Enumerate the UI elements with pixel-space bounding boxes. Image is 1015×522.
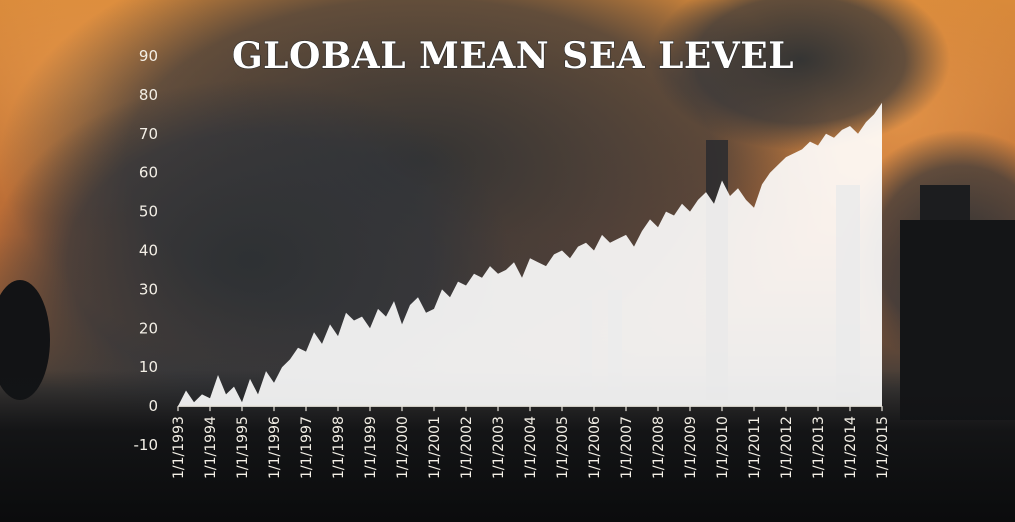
x-axis: 1/1/1993 1/1/1994 1/1/1995 1/1/1996 1/1/1997… <box>171 405 891 479</box>
x-tick-label: 1/1/1998 <box>331 416 347 479</box>
x-tick-label: 1/1/1995 <box>235 416 251 479</box>
plot-area <box>178 102 882 407</box>
y-tick-label: 90 <box>139 47 158 65</box>
x-tick-label: 1/1/2001 <box>427 416 443 479</box>
x-tick-label: 1/1/2002 <box>459 416 475 479</box>
x-tick-label: 1/1/2012 <box>779 416 795 479</box>
x-tick-label: 1/1/2006 <box>587 416 603 479</box>
y-tick-label: 20 <box>139 319 158 337</box>
x-tick-label: 1/1/1999 <box>363 416 379 479</box>
y-axis: -10 0 10 20 30 40 50 60 70 80 90 <box>134 47 159 454</box>
y-tick-label: 80 <box>139 86 158 104</box>
y-tick-label: -10 <box>134 436 159 454</box>
x-tick-label: 1/1/2013 <box>811 416 827 479</box>
sea-level-area-series <box>178 102 882 407</box>
y-tick-label: 70 <box>139 125 158 143</box>
y-tick-label: 10 <box>139 358 158 376</box>
y-tick-label: 40 <box>139 242 158 260</box>
x-tick-label: 1/1/2011 <box>747 416 763 479</box>
x-tick-label: 1/1/2004 <box>523 416 539 479</box>
y-tick-label: 30 <box>139 280 158 298</box>
x-tick-label: 1/1/2015 <box>875 416 891 479</box>
x-tick-label: 1/1/2014 <box>843 416 859 479</box>
x-tick-label: 1/1/2000 <box>395 416 411 479</box>
x-tick-label: 1/1/2010 <box>715 416 731 479</box>
x-tick-label: 1/1/2003 <box>491 416 507 479</box>
chart-title: GLOBAL MEAN SEA LEVEL <box>232 35 794 77</box>
y-tick-label: 60 <box>139 164 158 182</box>
x-tick-label: 1/1/1996 <box>267 416 283 479</box>
x-tick-label: 1/1/2005 <box>555 416 571 479</box>
x-tick-label: 1/1/1997 <box>299 416 315 479</box>
y-tick-label: 0 <box>148 397 158 415</box>
y-tick-label: 50 <box>139 203 158 221</box>
x-tick-label: 1/1/1993 <box>171 416 187 479</box>
x-tick-label: 1/1/2009 <box>683 416 699 479</box>
x-tick-label: 1/1/2008 <box>651 416 667 479</box>
x-tick-label: 1/1/2007 <box>619 416 635 479</box>
x-tick-label: 1/1/1994 <box>203 416 219 479</box>
